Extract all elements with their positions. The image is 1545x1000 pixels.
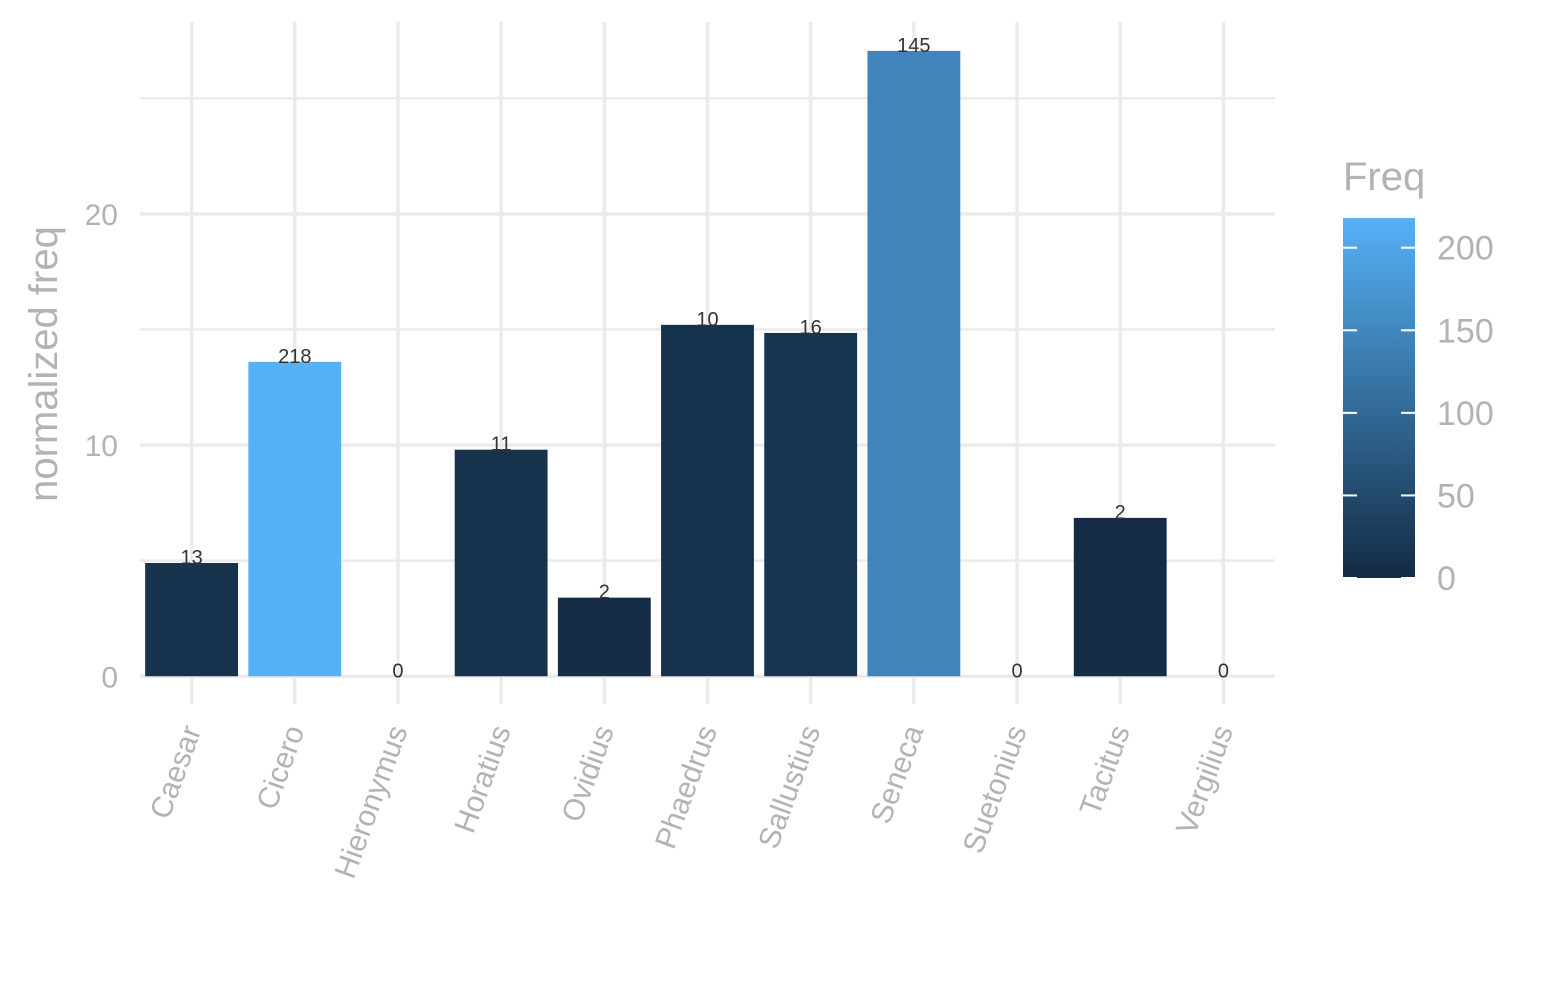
bar-phaedrus: [661, 324, 754, 677]
bar-labels: 13 218 0 11 2 10 16 145 0 2 0: [180, 35, 1229, 682]
bar-label-ovidius: 2: [599, 582, 610, 604]
bar-ovidius: [557, 597, 651, 677]
bar-seneca: [867, 50, 961, 677]
y-axis-title: normalized freq: [22, 226, 66, 502]
x-tick-label-hieronymus: Hieronymus: [329, 721, 415, 883]
bar-sallustius: [764, 332, 858, 677]
bar-label-caesar: 13: [180, 547, 202, 569]
bar-label-suetonius: 0: [1011, 660, 1022, 682]
x-tick-label-cicero: Cicero: [251, 721, 312, 814]
x-tick-label-sallustius: Sallustius: [752, 721, 827, 853]
bar-label-vergilius: 0: [1218, 660, 1229, 682]
x-axis-ticks: Caesar Cicero Hieronymus Horatius Ovidius Pha…: [144, 721, 1240, 883]
x-tick-label-phaedrus: Phaedrus: [649, 721, 724, 853]
legend-tick-label: 200: [1437, 230, 1494, 268]
y-tick-label: 0: [101, 661, 118, 694]
bar-label-hieronymus: 0: [392, 660, 403, 682]
legend: Freq 0 50 100 150 200: [1343, 155, 1494, 598]
x-tick-label-vergilius: Vergilius: [1170, 721, 1240, 839]
legend-title: Freq: [1343, 155, 1425, 199]
bar-caesar: [145, 562, 239, 677]
y-tick-label: 10: [85, 430, 118, 463]
x-tick-label-seneca: Seneca: [865, 721, 931, 828]
x-tick-label-ovidius: Ovidius: [556, 721, 621, 826]
x-tick-label-suetonius: Suetonius: [957, 721, 1034, 858]
x-tick-label-tacitus: Tacitus: [1074, 721, 1137, 820]
legend-tick-label: 0: [1437, 560, 1456, 598]
bars: [145, 50, 1167, 677]
bar-label-seneca: 145: [897, 35, 930, 57]
x-tick-label-caesar: Caesar: [144, 721, 208, 823]
legend-colorbar: [1343, 218, 1415, 578]
y-tick-label: 20: [85, 199, 118, 232]
bar-label-sallustius: 16: [800, 317, 822, 339]
bar-label-cicero: 218: [278, 346, 311, 368]
bar-tacitus: [1073, 517, 1167, 677]
bar-cicero: [248, 361, 342, 677]
bar-label-tacitus: 2: [1115, 502, 1126, 524]
legend-tick-label: 100: [1437, 395, 1494, 433]
legend-tick-label: 50: [1437, 477, 1475, 515]
legend-ticks: 0 50 100 150 200: [1343, 230, 1494, 598]
bar-label-phaedrus: 10: [696, 309, 718, 331]
y-axis-ticks: 0 10 20: [85, 199, 118, 694]
x-tick-label-horatius: Horatius: [448, 721, 517, 837]
bar-horatius: [454, 449, 548, 677]
legend-tick-label: 150: [1437, 312, 1494, 350]
bar-label-horatius: 11: [491, 434, 512, 456]
